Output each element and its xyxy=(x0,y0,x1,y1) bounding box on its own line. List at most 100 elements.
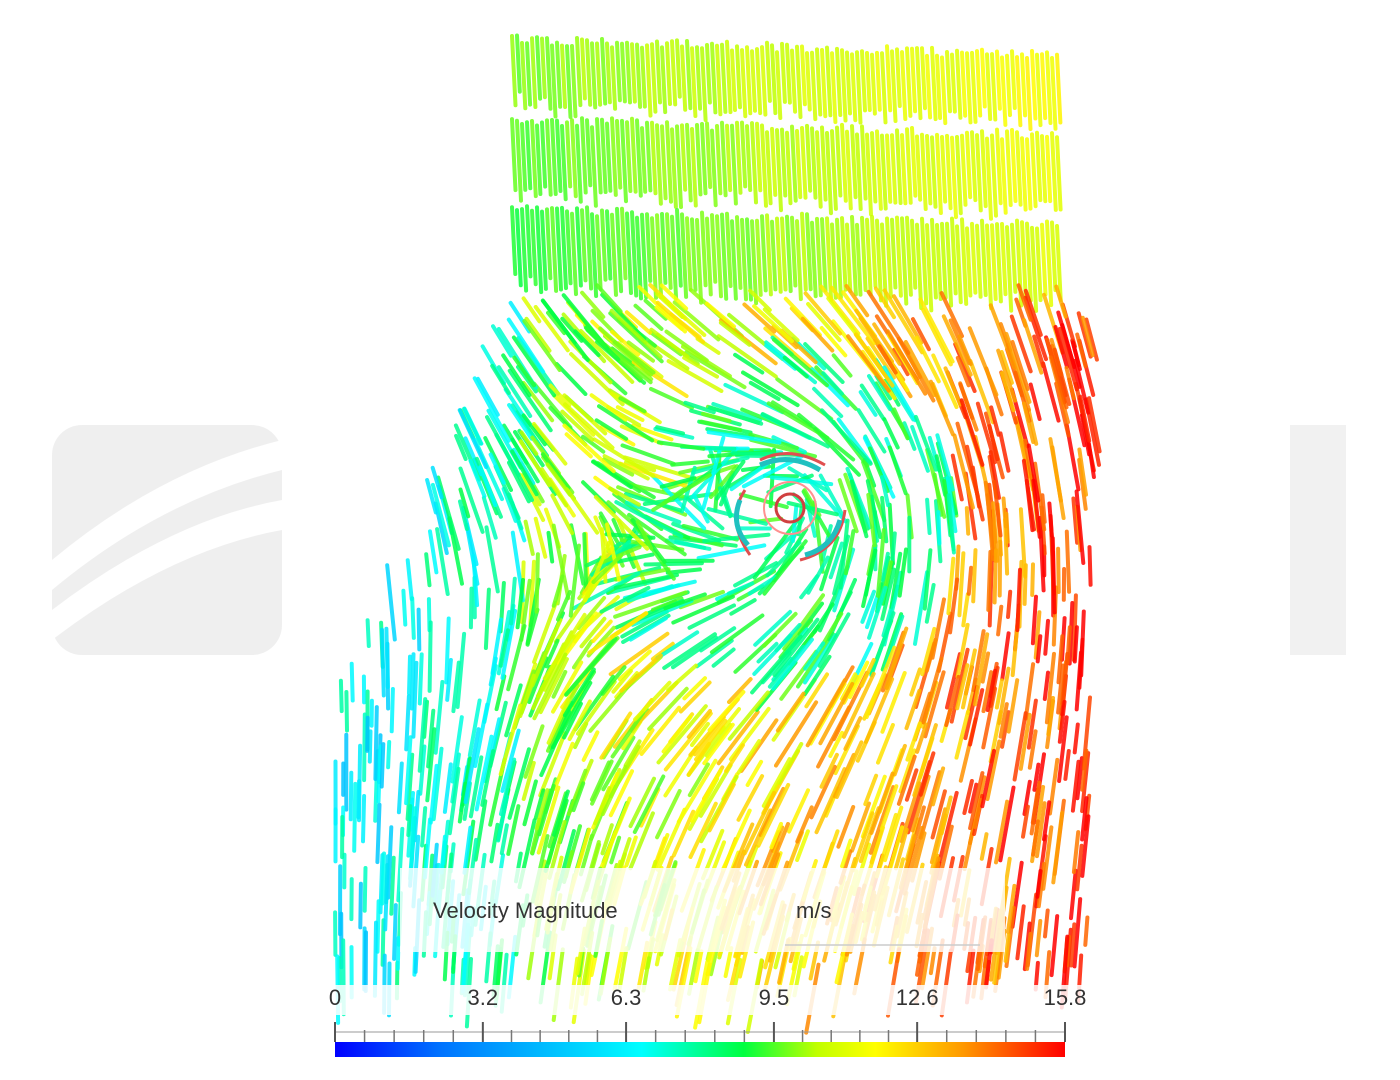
vector-glyph xyxy=(546,530,555,564)
vector-glyph xyxy=(918,770,942,840)
vector-glyph xyxy=(396,826,405,903)
vector-glyph xyxy=(1006,883,1017,935)
vector-glyph xyxy=(1077,447,1088,497)
vector-glyph xyxy=(755,218,763,297)
vector-glyph xyxy=(570,44,578,119)
vector-glyph xyxy=(854,308,894,364)
vector-glyph xyxy=(480,749,496,807)
vector-glyph xyxy=(1071,830,1081,875)
vector-glyph xyxy=(1069,868,1078,921)
vector-glyph xyxy=(925,134,933,206)
vector-glyph xyxy=(1060,652,1070,706)
vector-glyph xyxy=(730,48,737,112)
vector-glyph xyxy=(841,671,876,739)
vector-glyph xyxy=(825,45,833,118)
vector-glyph xyxy=(595,117,603,195)
vector-glyph xyxy=(775,50,783,120)
vector-glyph xyxy=(463,727,481,804)
vector-glyph xyxy=(931,353,959,409)
vector-glyph xyxy=(473,799,488,862)
vector-glyph xyxy=(915,222,924,310)
vector-glyph xyxy=(920,132,928,211)
vector-glyph xyxy=(532,652,568,721)
vector-glyph xyxy=(496,794,509,843)
vector-glyph xyxy=(566,768,588,816)
vector-glyph xyxy=(819,535,840,592)
vector-glyph xyxy=(1045,219,1054,308)
vector-glyph xyxy=(707,690,746,733)
vector-glyph xyxy=(539,467,569,508)
vector-glyph xyxy=(428,529,439,575)
vector-glyph xyxy=(992,548,998,605)
vector-glyph xyxy=(590,125,598,208)
vector-glyph xyxy=(867,585,888,640)
vector-glyph xyxy=(458,487,471,519)
vector-glyph xyxy=(599,711,633,760)
vector-glyph xyxy=(1057,699,1067,744)
vector-glyph xyxy=(805,51,812,112)
vector-glyph xyxy=(765,40,772,103)
vector-glyph xyxy=(995,49,1002,111)
vector-glyph xyxy=(885,44,893,113)
vector-glyph xyxy=(556,589,572,622)
vector-glyph xyxy=(932,472,944,517)
vector-glyph xyxy=(589,393,628,422)
vector-glyph xyxy=(733,352,765,375)
vector-glyph xyxy=(1020,52,1028,118)
vector-glyph xyxy=(560,124,568,202)
vector-glyph xyxy=(987,424,1000,462)
vector-glyph xyxy=(462,825,473,875)
vector-glyph xyxy=(499,823,509,856)
vector-glyph xyxy=(685,216,693,292)
vector-glyph xyxy=(451,660,461,714)
vector-glyph xyxy=(628,776,656,829)
vector-glyph xyxy=(859,383,886,422)
vector-glyph xyxy=(613,573,679,590)
vector-glyph xyxy=(702,722,735,766)
vector-glyph xyxy=(1022,401,1036,444)
vector-glyph xyxy=(367,729,373,764)
vector-glyph xyxy=(633,303,664,331)
vector-glyph xyxy=(860,49,867,113)
vector-glyph xyxy=(620,206,628,281)
vector-glyph xyxy=(666,663,698,693)
vector-glyph xyxy=(545,207,553,281)
vector-glyph xyxy=(883,560,893,590)
vector-glyph xyxy=(532,600,558,664)
vector-glyph xyxy=(800,211,808,292)
vector-glyph xyxy=(358,881,363,930)
vector-glyph xyxy=(521,413,547,447)
vector-glyph xyxy=(457,781,468,824)
vector-glyph xyxy=(650,596,684,612)
vector-glyph xyxy=(795,44,803,119)
vector-glyph xyxy=(812,386,844,419)
vector-glyph xyxy=(389,855,396,916)
vector-glyph xyxy=(855,132,863,211)
vector-glyph xyxy=(920,216,929,306)
vector-glyph xyxy=(909,667,922,697)
vector-glyph xyxy=(591,553,623,584)
vector-glyph xyxy=(845,129,853,211)
vector-glyph xyxy=(752,304,794,343)
vector-glyph xyxy=(533,788,546,820)
vector-glyph xyxy=(780,41,787,104)
vector-glyph xyxy=(540,120,548,189)
vector-glyph xyxy=(738,492,789,510)
vector-glyph xyxy=(805,123,813,193)
vector-glyph xyxy=(534,788,550,831)
vector-glyph xyxy=(349,661,355,703)
vector-glyph xyxy=(1010,340,1030,391)
vector-glyph xyxy=(750,121,758,205)
vector-glyph xyxy=(1071,340,1082,371)
vector-glyph xyxy=(467,698,482,758)
vector-glyph xyxy=(1022,318,1044,375)
vector-glyph xyxy=(687,603,736,630)
vector-glyph xyxy=(1032,334,1046,368)
vector-glyph xyxy=(533,516,548,559)
vector-glyph xyxy=(686,709,712,739)
vector-glyph xyxy=(620,118,628,204)
vector-glyph xyxy=(760,412,830,449)
vector-glyph xyxy=(870,52,877,116)
vector-glyph xyxy=(940,135,948,204)
vector-glyph xyxy=(877,344,898,375)
